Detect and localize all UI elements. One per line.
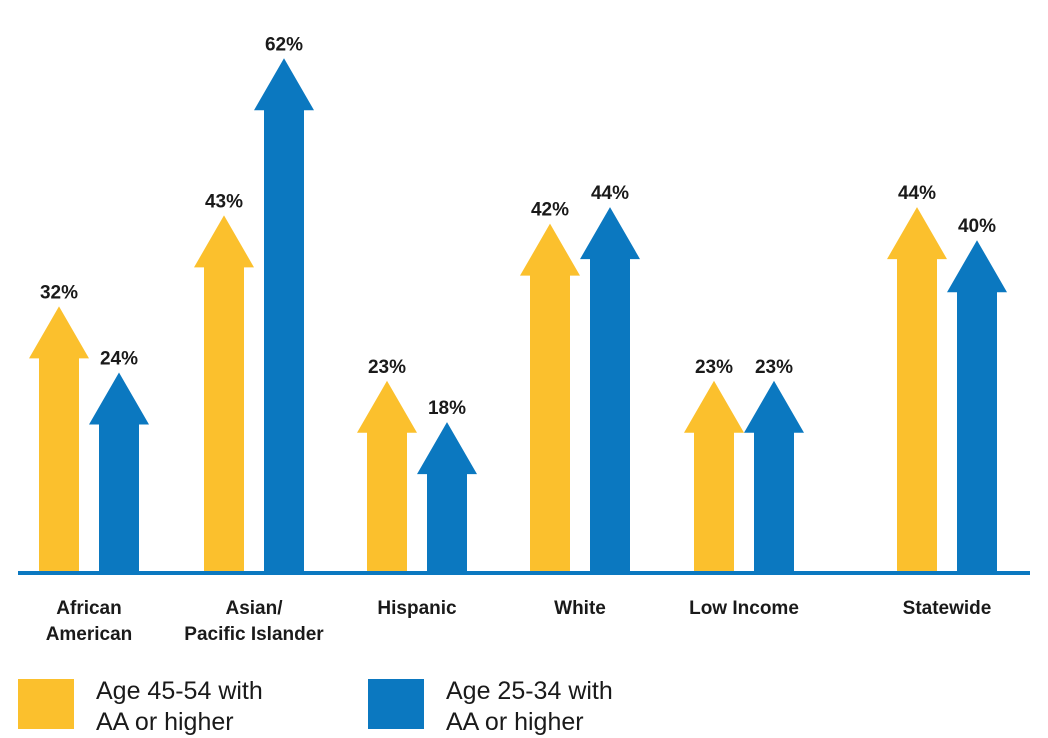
legend-label-2: Age 25-34 with AA or higher [446,676,636,738]
bar-arrow-s2-c1 [89,372,149,571]
data-label-s2-c1: 24% [100,349,138,370]
category-label-4: White [554,598,606,619]
category-label-5: Low Income [689,598,799,619]
legend-label-1-line-1: Age 45-54 with [96,677,263,705]
legend-item-1: Age 45-54 with AA or higher [18,676,286,738]
category-label-6: Statewide [903,598,992,619]
legend-swatch-1 [18,679,74,729]
bar-arrow-s1-c2 [194,215,254,571]
data-label-s1-c6: 44% [898,183,936,204]
data-label-s1-c1: 32% [40,282,78,303]
bar-arrow-s1-c6 [887,207,947,571]
data-label-s2-c2: 62% [265,34,303,55]
bar-arrow-s1-c5 [684,380,744,571]
data-label-s1-c2: 43% [205,191,243,212]
legend-label-2-line-2: AA or higher [446,708,584,736]
data-label-s1-c5: 23% [695,357,733,378]
legend-item-2: Age 25-34 with AA or higher [368,676,636,738]
category-label-1: African American [46,598,133,645]
category-label-3: Hispanic [377,598,457,619]
bar-arrow-s2-c3 [417,422,477,571]
bar-arrow-s1-c1 [29,306,89,571]
legend-swatch-2 [368,679,424,729]
bar-arrow-s2-c5 [744,380,804,571]
labels-layer: 32% 43% 23% 42% 23% 44% 24% 62% 18% 44% 23% 40% Afri… [40,34,996,645]
bar-arrow-s1-c3 [357,380,417,571]
legend-label-1-line-2: AA or higher [96,708,234,736]
bar-arrow-s2-c6 [947,240,1007,571]
bar-arrow-s2-c4 [580,207,640,571]
legend-label-1: Age 45-54 with AA or higher [96,676,286,738]
data-label-s1-c3: 23% [368,357,406,378]
category-label-2: Asian/Pacific Islander [184,598,324,645]
data-label-s1-c4: 42% [531,200,569,221]
legend-label-2-line-1: Age 25-34 with [446,677,613,705]
bar-arrow-s1-c4 [520,223,580,571]
bars-layer [29,58,1007,571]
data-label-s2-c6: 40% [958,216,996,237]
data-label-s2-c3: 18% [428,398,466,419]
data-label-s2-c4: 44% [591,183,629,204]
data-label-s2-c5: 23% [755,357,793,378]
bar-arrow-s2-c2 [254,58,314,571]
